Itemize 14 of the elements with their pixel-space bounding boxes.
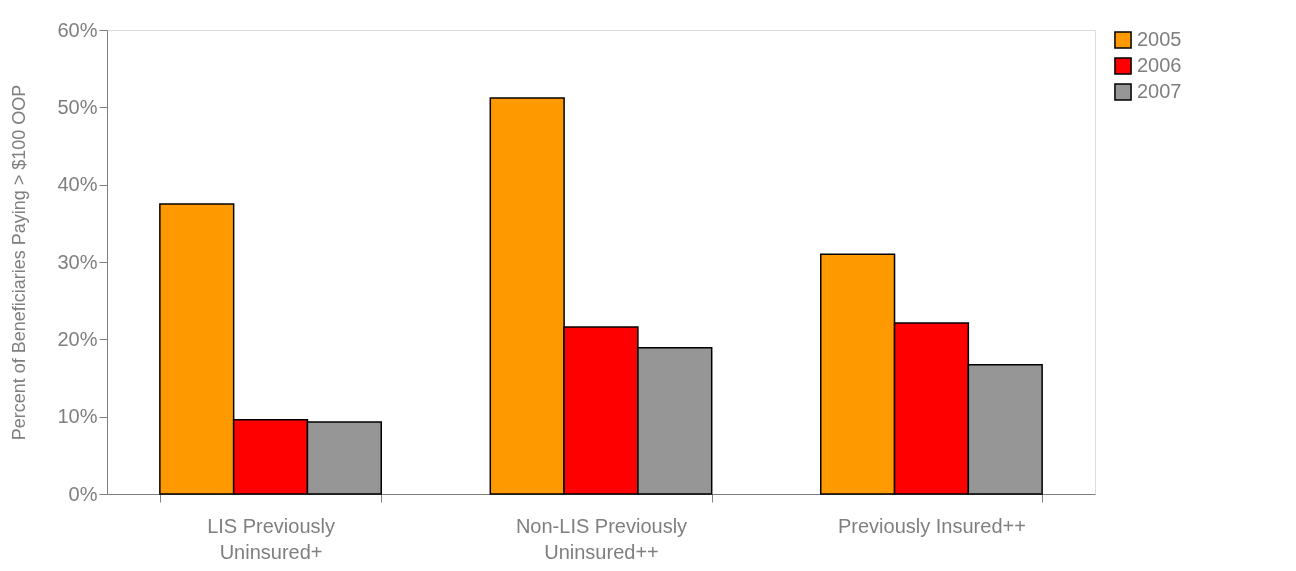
y-axis-title: Percent of Beneficiaries Paying > $100 OOP: [9, 84, 30, 441]
y-tick-label: 20%: [57, 327, 98, 350]
legend-label: 2007: [1137, 80, 1182, 102]
legend-label: 2005: [1137, 28, 1182, 50]
y-tick-label: 50%: [57, 95, 98, 118]
y-tick-label: 60%: [57, 18, 98, 41]
x-tick-label: Previously Insured++: [837, 514, 1026, 537]
y-tick-label: 0%: [68, 482, 98, 505]
legend-label: 2006: [1137, 54, 1182, 76]
y-tick-label: 30%: [57, 250, 98, 273]
y-tick-label: 40%: [57, 173, 98, 196]
x-tick-label: LIS Previously Uninsured+: [207, 514, 335, 563]
y-tick-label: 10%: [57, 405, 98, 428]
x-tick-label: Non-LIS Previously Uninsured++: [515, 514, 688, 563]
